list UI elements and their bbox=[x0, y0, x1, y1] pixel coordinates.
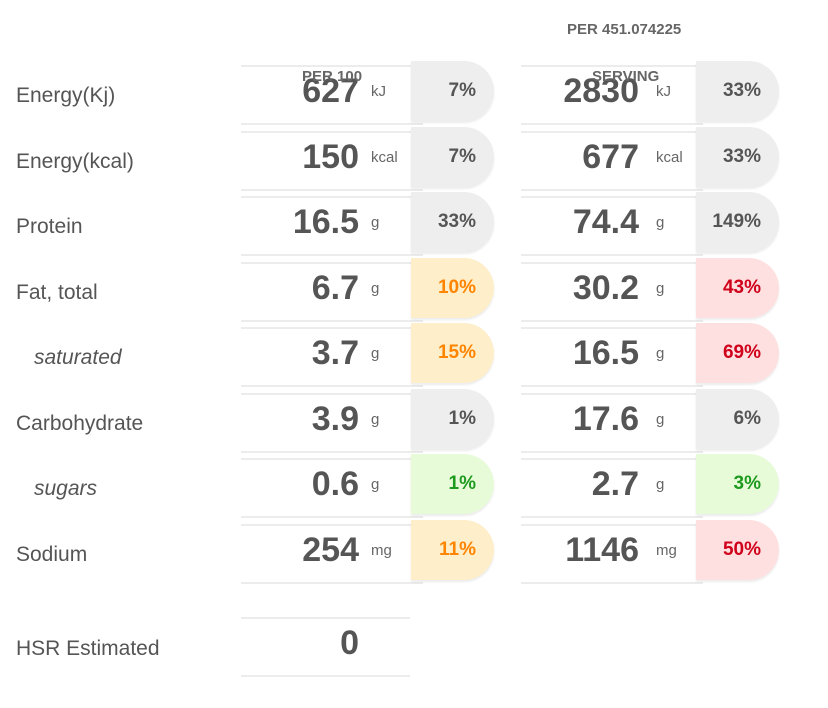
per100-unit: g bbox=[371, 345, 380, 362]
per-serving-header-line2: SERVING bbox=[592, 68, 660, 85]
serving-cell bbox=[521, 196, 703, 256]
serving-daily-percent-badge: 69% bbox=[696, 323, 779, 383]
per100-daily-percent-badge: 10% bbox=[411, 258, 494, 318]
per100-cell bbox=[241, 65, 423, 125]
serving-cell bbox=[521, 327, 703, 387]
serving-cell bbox=[521, 262, 703, 322]
serving-unit: mg bbox=[656, 542, 677, 559]
nutrient-label: sugars bbox=[34, 477, 98, 500]
per100-value: 627 bbox=[302, 72, 359, 110]
per100-daily-percent-badge: 1% bbox=[411, 389, 494, 449]
per100-value: 150 bbox=[302, 138, 359, 176]
serving-unit: g bbox=[656, 411, 665, 428]
serving-daily-percent-badge: 43% bbox=[696, 258, 779, 318]
serving-value: 17.6 bbox=[572, 400, 639, 438]
serving-unit: g bbox=[656, 345, 665, 362]
per100-value: 254 bbox=[302, 531, 359, 569]
serving-unit: g bbox=[656, 280, 665, 297]
per100-daily-percent-badge: 7% bbox=[411, 127, 494, 187]
per100-daily-percent-badge: 11% bbox=[411, 520, 494, 580]
per100-cell bbox=[241, 524, 423, 584]
per100-daily-percent-badge: 15% bbox=[411, 323, 494, 383]
per100-cell bbox=[241, 327, 423, 387]
hsr-value-cell bbox=[241, 617, 410, 677]
per100-value: 3.7 bbox=[311, 334, 359, 372]
serving-cell bbox=[521, 131, 703, 191]
per100-cell bbox=[241, 393, 423, 453]
per100-cell bbox=[241, 196, 423, 256]
serving-daily-percent-badge: 3% bbox=[696, 454, 779, 514]
per100-cell bbox=[241, 131, 423, 191]
nutrient-label: Sodium bbox=[16, 543, 88, 566]
serving-unit: g bbox=[656, 214, 665, 231]
hsr-value: 0 bbox=[340, 624, 359, 662]
per100-value: 6.7 bbox=[311, 269, 359, 307]
serving-value: 1146 bbox=[565, 531, 639, 569]
serving-daily-percent-badge: 149% bbox=[696, 192, 779, 252]
serving-value: 2830 bbox=[563, 72, 639, 110]
per100-value: 3.9 bbox=[311, 400, 359, 438]
serving-daily-percent-badge: 6% bbox=[696, 389, 779, 449]
nutrient-label: Energy(Kj) bbox=[16, 84, 116, 107]
serving-value: 74.4 bbox=[572, 203, 639, 241]
per100-unit: mg bbox=[371, 542, 392, 559]
per100-cell bbox=[241, 458, 423, 518]
serving-value: 2.7 bbox=[591, 465, 639, 503]
per100-value: 0.6 bbox=[311, 465, 359, 503]
nutrient-label: Protein bbox=[16, 215, 83, 238]
hsr-label: HSR Estimated bbox=[16, 637, 160, 660]
nutrient-label: saturated bbox=[34, 346, 122, 369]
per100-unit: g bbox=[371, 214, 380, 231]
serving-unit: kJ bbox=[656, 83, 671, 100]
serving-daily-percent-badge: 33% bbox=[696, 61, 779, 121]
per100-daily-percent-badge: 1% bbox=[411, 454, 494, 514]
serving-value: 16.5 bbox=[572, 334, 639, 372]
serving-value: 677 bbox=[582, 138, 639, 176]
per100-daily-percent-badge: 7% bbox=[411, 61, 494, 121]
per100-value: 16.5 bbox=[292, 203, 359, 241]
per100-daily-percent-badge: 33% bbox=[411, 192, 494, 252]
serving-cell bbox=[521, 65, 703, 125]
serving-daily-percent-badge: 33% bbox=[696, 127, 779, 187]
per100-unit: kJ bbox=[371, 83, 386, 100]
per100-unit: g bbox=[371, 411, 380, 428]
nutrient-label: Carbohydrate bbox=[16, 412, 144, 435]
per-100-header: PER 100 bbox=[302, 68, 363, 85]
serving-daily-percent-badge: 50% bbox=[696, 520, 779, 580]
serving-unit: g bbox=[656, 476, 665, 493]
per100-unit: g bbox=[371, 280, 380, 297]
serving-cell bbox=[521, 524, 703, 584]
per100-cell bbox=[241, 262, 423, 322]
serving-cell bbox=[521, 393, 703, 453]
nutrient-label: Fat, total bbox=[16, 281, 98, 304]
per-serving-header-line1: PER 451.074225 bbox=[567, 21, 682, 38]
serving-unit: kcal bbox=[656, 149, 683, 166]
serving-value: 30.2 bbox=[572, 269, 639, 307]
serving-cell bbox=[521, 458, 703, 518]
per100-unit: kcal bbox=[371, 149, 398, 166]
nutrient-label: Energy(kcal) bbox=[16, 150, 134, 173]
per100-unit: g bbox=[371, 476, 380, 493]
